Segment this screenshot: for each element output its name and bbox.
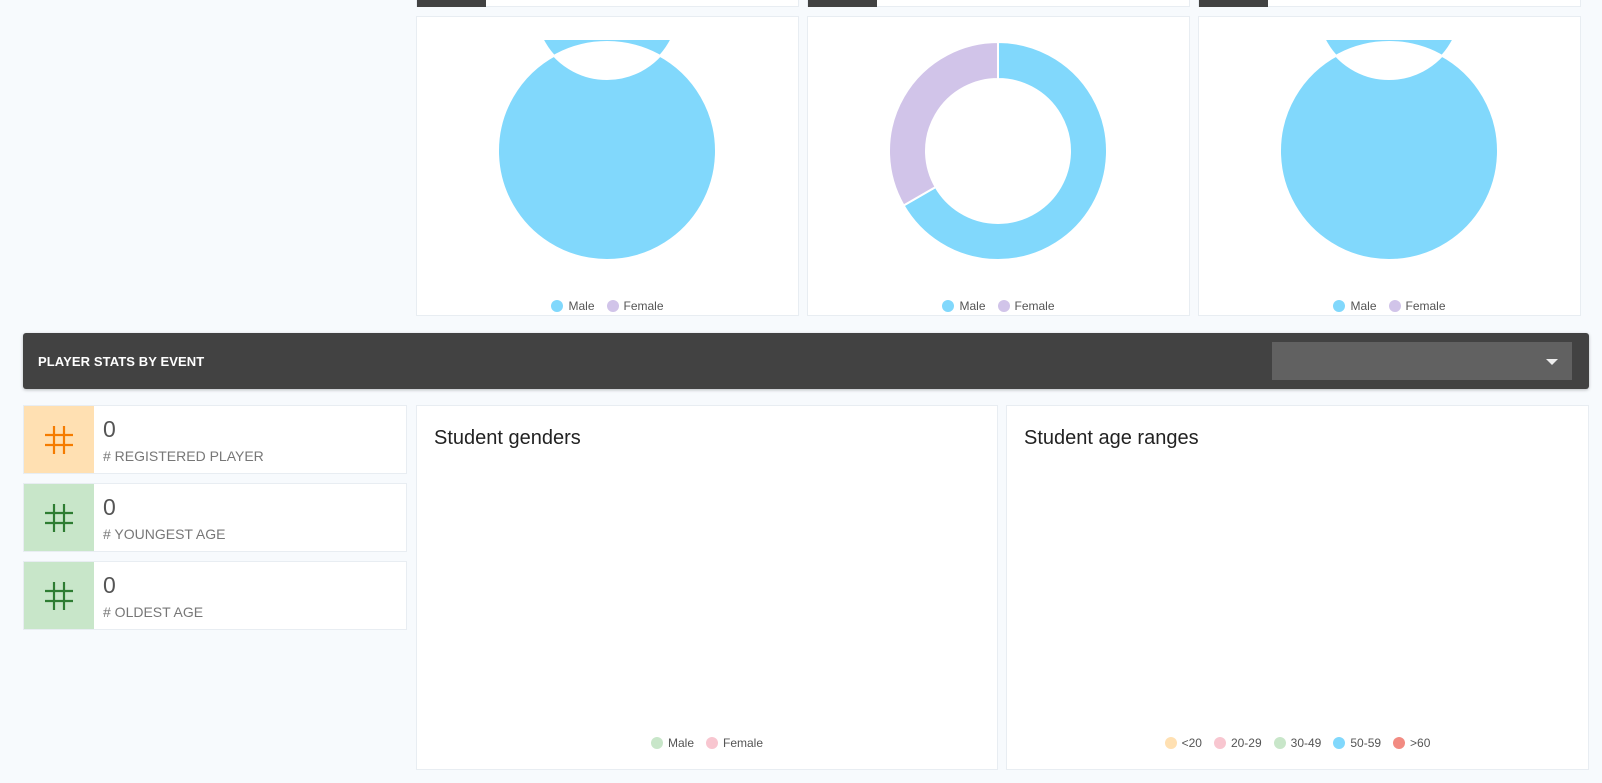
legend-label: 50-59: [1350, 736, 1382, 750]
stat-value: 0: [103, 416, 116, 442]
stat-icon-box: [24, 406, 94, 473]
section-title: PLAYER STATS BY EVENT: [38, 354, 205, 369]
card-header-stub-2: [807, 0, 1190, 7]
section-header-bar: PLAYER STATS BY EVENT: [23, 333, 1589, 389]
legend-swatch: [1333, 300, 1346, 312]
stat-card-oldest-age: 0 # OLDEST AGE: [23, 561, 407, 630]
card-header-stub-1: [416, 0, 799, 7]
gender-donut-card-3: Male Female: [1198, 16, 1581, 316]
legend-item[interactable]: Female: [606, 299, 664, 313]
chart-legend: Male Female: [417, 299, 798, 313]
legend-item[interactable]: 50-59: [1333, 736, 1381, 750]
legend-item[interactable]: Female: [706, 736, 763, 750]
legend-label: Female: [723, 736, 764, 750]
legend-item[interactable]: Male: [942, 299, 986, 313]
legend-item[interactable]: Female: [1388, 299, 1446, 313]
legend-swatch: [606, 300, 619, 312]
card-header-tab[interactable]: [808, 0, 877, 7]
legend-swatch: [1333, 737, 1346, 749]
stat-label: # YOUNGEST AGE: [103, 526, 226, 542]
legend-item[interactable]: Male: [650, 736, 694, 750]
stat-value: 0: [103, 494, 116, 520]
legend-item[interactable]: <20: [1164, 736, 1202, 750]
student-genders-panel: Student genders Male Female: [416, 405, 998, 770]
legend-label: <20: [1181, 736, 1202, 750]
legend-label: Female: [1405, 299, 1446, 313]
legend-swatch: [1273, 737, 1286, 749]
stat-card-youngest-age: 0 # YOUNGEST AGE: [23, 483, 407, 552]
legend-label: Female: [1014, 299, 1055, 313]
donut-slice-male[interactable]: [902, 40, 1108, 261]
stat-card-registered-player: 0 # REGISTERED PLAYER: [23, 405, 407, 474]
donut-slice-male[interactable]: [497, 40, 717, 261]
chart-legend: Male Female: [1199, 299, 1580, 313]
card-header-stub-3: [1198, 0, 1581, 7]
gender-donut-card-1: Male Female: [416, 16, 799, 316]
legend-swatch: [1213, 737, 1226, 749]
donut-slice-female[interactable]: [888, 40, 999, 207]
hash-icon: [45, 425, 73, 454]
legend-label: Male: [667, 736, 694, 750]
legend-swatch: [706, 737, 718, 749]
stat-icon-box: [24, 562, 94, 629]
legend-item[interactable]: Male: [1333, 299, 1377, 313]
legend-swatch: [997, 300, 1010, 312]
legend-label: 30-49: [1290, 736, 1322, 750]
legend-swatch: [650, 737, 663, 749]
legend-swatch: [1388, 300, 1401, 312]
legend-item[interactable]: Female: [997, 299, 1055, 313]
event-select[interactable]: [1272, 342, 1572, 380]
gender-donut-chart: [888, 40, 1108, 261]
stat-value: 0: [103, 572, 116, 598]
legend-item[interactable]: Male: [551, 299, 595, 313]
legend-item[interactable]: 20-29: [1213, 736, 1262, 750]
donut-slice-male[interactable]: [1279, 40, 1499, 261]
panel-title: Student age ranges: [1024, 427, 1199, 449]
stat-label: # REGISTERED PLAYER: [103, 448, 264, 464]
gender-donut-chart: [497, 40, 717, 261]
student-age-ranges-panel: Student age ranges <20 20-29 30-49 50-59…: [1006, 405, 1589, 770]
legend-swatch: [1164, 737, 1177, 749]
card-header-tab[interactable]: [417, 0, 486, 7]
legend-item[interactable]: 30-49: [1273, 736, 1322, 750]
legend-label: Male: [959, 299, 986, 313]
legend-item[interactable]: >60: [1393, 736, 1430, 750]
legend-label: Male: [568, 299, 595, 313]
stat-icon-box: [24, 484, 94, 551]
hash-icon: [45, 503, 73, 532]
legend-label: >60: [1410, 736, 1431, 750]
stat-label: # OLDEST AGE: [103, 604, 204, 620]
card-header-tab[interactable]: [1199, 0, 1268, 7]
legend-label: Male: [1350, 299, 1377, 313]
legend-swatch: [942, 300, 955, 312]
chart-legend: <20 20-29 30-49 50-59 >60: [1007, 736, 1588, 750]
legend-label: Female: [623, 299, 664, 313]
legend-label: 20-29: [1230, 736, 1262, 750]
legend-swatch: [1393, 737, 1406, 749]
gender-donut-chart: [1279, 40, 1499, 261]
chart-legend: Male Female: [808, 299, 1189, 313]
chevron-down-icon[interactable]: [1546, 359, 1558, 365]
gender-donut-card-2: Male Female: [807, 16, 1190, 316]
panel-title: Student genders: [434, 427, 581, 449]
hash-icon: [45, 581, 73, 610]
chart-legend: Male Female: [417, 736, 997, 750]
legend-swatch: [551, 300, 564, 312]
